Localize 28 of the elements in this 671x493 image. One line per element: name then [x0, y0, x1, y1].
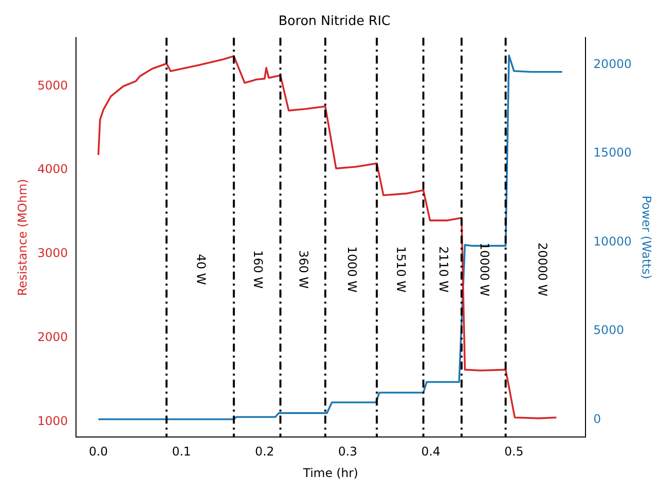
x-tick-label: 0.1 [172, 444, 192, 459]
annotation: 40 W [194, 254, 208, 285]
x-tick-label: 0.4 [421, 444, 440, 459]
annotation: 20000 W [535, 242, 550, 296]
x-axis-title: Time (hr) [302, 466, 358, 480]
y2-tick-label: 15000 [593, 146, 632, 160]
y2-axis-title: Power (Watts) [640, 196, 654, 280]
chart-title: Boron Nitride RIC [278, 14, 390, 30]
y2-tick-label: 5000 [593, 323, 624, 338]
y2-tick-label: 0 [593, 412, 602, 426]
y-tick-label: 1000 [37, 414, 68, 428]
x-tick-label: 0.3 [338, 444, 358, 459]
annotation: 160 W [251, 250, 265, 289]
annotation: 1510 W [394, 246, 408, 293]
y-axis-title: Resistance (MOhm) [15, 178, 30, 296]
x-tick-label: 0.2 [255, 444, 274, 459]
x-tick-label: 0.0 [88, 444, 108, 459]
y-tick-label: 5000 [37, 78, 68, 92]
y-tick-label: 2000 [37, 330, 68, 344]
y-tick-label: 4000 [37, 162, 68, 176]
annotation: 360 W [296, 250, 311, 289]
y-tick-label: 3000 [37, 246, 68, 260]
y2-tick-label: 20000 [593, 56, 632, 71]
annotation: 2110 W [436, 246, 450, 293]
y2-tick-label: 10000 [593, 234, 632, 248]
annotation: 1000 W [344, 246, 359, 293]
x-tick-label: 0.5 [504, 444, 524, 459]
annotation: 10000 W [477, 242, 492, 296]
